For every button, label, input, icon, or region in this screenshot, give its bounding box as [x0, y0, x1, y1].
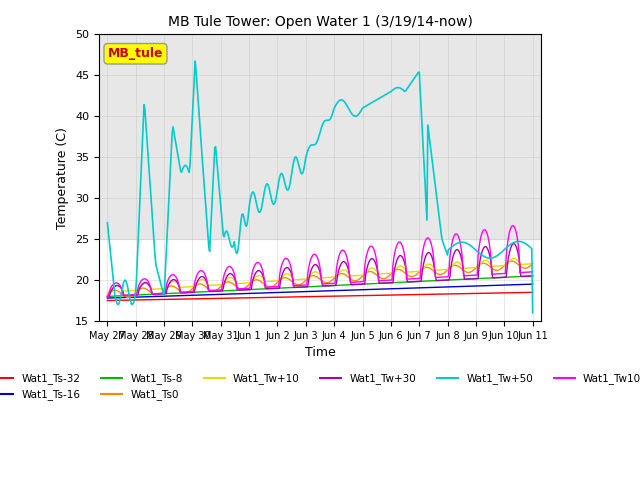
- Bar: [99, 35, 541, 239]
- Y-axis label: Temperature (C): Temperature (C): [56, 127, 70, 228]
- Title: MB Tule Tower: Open Water 1 (3/19/14-now): MB Tule Tower: Open Water 1 (3/19/14-now…: [168, 15, 472, 29]
- Legend: Wat1_Ts-32, Wat1_Ts-16, Wat1_Ts-8, Wat1_Ts0, Wat1_Tw+10, Wat1_Tw+30, Wat1_Tw+50,: Wat1_Ts-32, Wat1_Ts-16, Wat1_Ts-8, Wat1_…: [0, 369, 640, 405]
- X-axis label: Time: Time: [305, 346, 335, 359]
- Text: MB_tule: MB_tule: [108, 47, 163, 60]
